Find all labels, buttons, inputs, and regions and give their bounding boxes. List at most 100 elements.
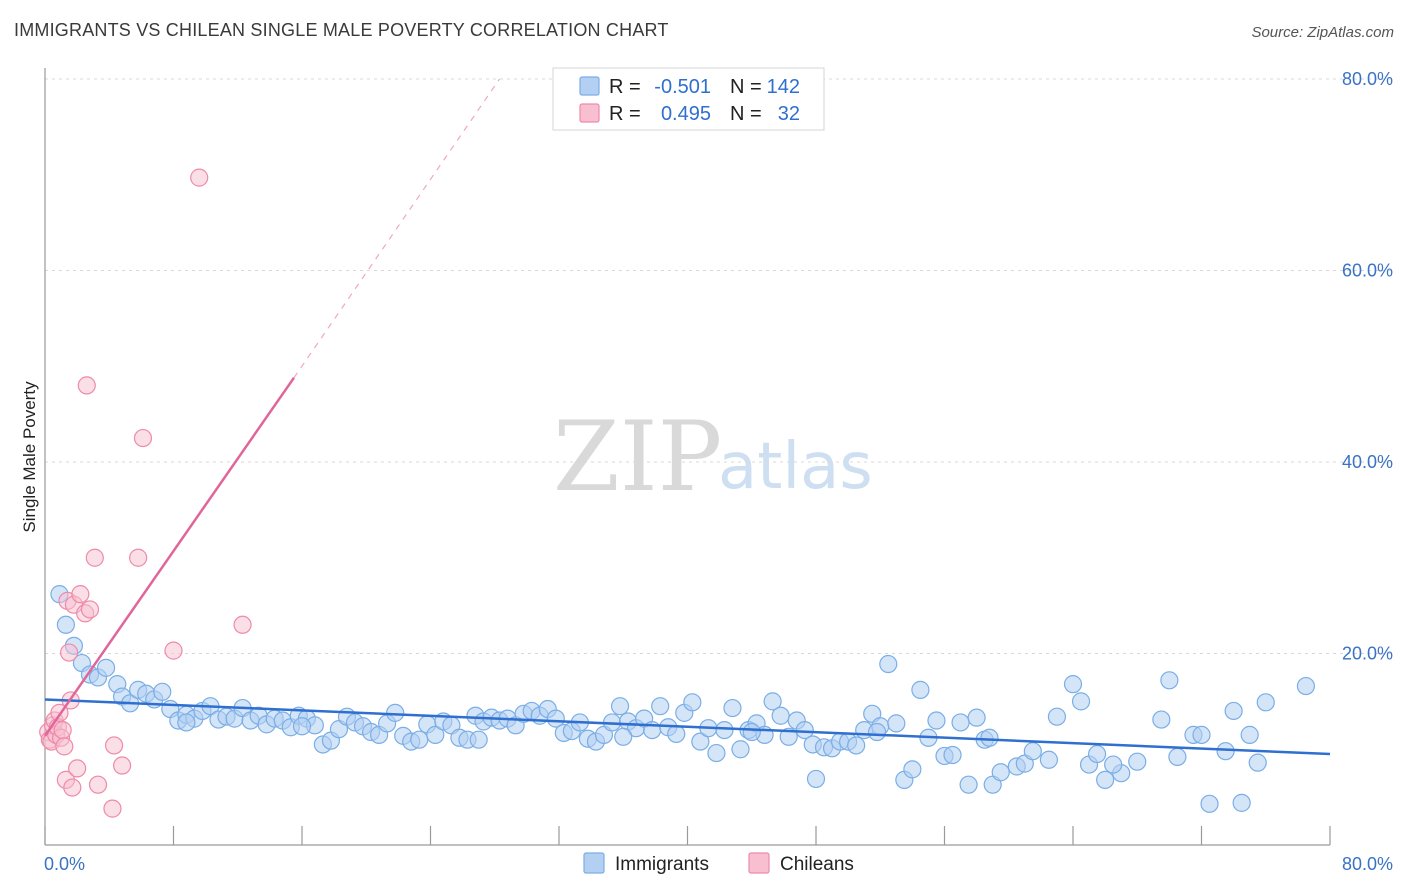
legend-swatch-chileans: [579, 103, 600, 123]
chileans-point: [80, 600, 100, 619]
immigrants-point: [779, 727, 798, 746]
immigrants-point: [723, 698, 742, 718]
chileans-point: [233, 615, 252, 634]
immigrants-point: [1232, 793, 1251, 812]
chileans-point: [53, 720, 72, 740]
immigrants-point: [1096, 770, 1115, 789]
chileans-trend-extension: [293, 78, 501, 379]
chileans-point: [104, 736, 124, 755]
chart-source: Source: ZipAtlas.com: [1251, 24, 1394, 41]
immigrants-point: [426, 725, 445, 744]
immigrants-point: [1256, 693, 1275, 712]
chileans-point: [68, 759, 87, 778]
immigrants-point: [943, 745, 962, 765]
immigrants-point: [153, 682, 172, 701]
chileans-point: [88, 775, 108, 794]
immigrants-point: [806, 769, 826, 789]
legend-n-value-2: 32: [778, 103, 800, 125]
immigrants-point: [967, 708, 986, 727]
immigrants-point: [1023, 742, 1042, 761]
chileans-point: [55, 737, 74, 756]
chileans-point: [129, 548, 148, 567]
immigrants-point: [177, 713, 196, 732]
immigrants-point: [911, 680, 930, 699]
immigrants-point: [56, 615, 75, 634]
immigrants-point: [667, 724, 686, 744]
y-tick-label: 40.0%: [1342, 452, 1393, 472]
legend-n-value-1: 142: [767, 76, 800, 98]
immigrants-point: [903, 760, 922, 779]
immigrants-point: [1296, 676, 1316, 696]
immigrants-point: [715, 720, 734, 740]
stats-legend: R = -0.501 N = 142 R = 0.495 N = 32: [552, 67, 825, 131]
immigrants-point: [1039, 750, 1059, 769]
immigrants-point: [1128, 752, 1147, 771]
immigrants-point: [610, 697, 630, 716]
y-axis-label: Single Male Poverty: [20, 381, 39, 533]
immigrants-point: [707, 743, 726, 763]
immigrants-point: [980, 728, 999, 747]
chileans-points: [39, 168, 252, 818]
immigrants-point: [951, 713, 970, 732]
immigrants-point: [763, 692, 782, 711]
chileans-trend-line: [43, 377, 295, 737]
y-tick-label: 80.0%: [1342, 69, 1393, 89]
immigrants-point: [651, 697, 670, 716]
x-tick-label-min: 0.0%: [44, 854, 85, 874]
immigrants-point: [1152, 710, 1171, 729]
bottom-legend-chileans: Chileans: [780, 854, 854, 875]
immigrants-point: [1168, 747, 1187, 767]
chileans-point: [164, 641, 183, 660]
immigrants-point: [691, 732, 710, 751]
watermark: ZIP atlas: [553, 401, 873, 513]
chileans-point: [103, 799, 122, 818]
immigrants-point: [1192, 725, 1211, 744]
immigrants-point: [1160, 671, 1179, 690]
legend-r-value-1: -0.501: [654, 76, 711, 98]
immigrants-point: [927, 711, 946, 730]
immigrants-point: [1240, 725, 1259, 744]
immigrants-point: [1071, 692, 1091, 711]
legend-r-label-2: R =: [609, 103, 641, 125]
gridlines: [45, 78, 1393, 654]
immigrants-point: [410, 730, 429, 749]
immigrants-point: [546, 709, 565, 728]
immigrants-trend-line: [44, 698, 1331, 756]
chileans-point: [133, 428, 153, 448]
bottom-legend-swatch-immigrants: [583, 852, 605, 874]
immigrants-point: [991, 763, 1010, 782]
legend-n-label-2: N =: [730, 103, 762, 125]
chart-title: IMMIGRANTS VS CHILEAN SINGLE MALE POVERT…: [14, 20, 669, 40]
trend-lines: [43, 78, 1331, 756]
immigrants-point: [683, 693, 702, 712]
y-tick-labels: 20.0% 40.0% 60.0% 80.0%: [1342, 69, 1393, 664]
bottom-legend-immigrants: Immigrants: [615, 854, 709, 875]
x-tick-label-max: 80.0%: [1342, 854, 1393, 874]
legend-r-value-2: 0.495: [661, 103, 711, 125]
immigrants-point: [96, 658, 116, 677]
immigrants-point: [292, 717, 312, 736]
legend-r-label-1: R =: [609, 76, 641, 98]
chileans-point: [63, 778, 82, 797]
chileans-point: [59, 643, 79, 662]
immigrants-point: [771, 706, 790, 725]
immigrants-point: [1224, 701, 1243, 721]
immigrants-point: [1063, 675, 1083, 694]
immigrants-point: [469, 730, 488, 749]
axes: [44, 68, 1331, 846]
immigrants-point: [1248, 753, 1267, 772]
immigrants-point: [879, 654, 898, 674]
immigrants-point: [959, 775, 978, 794]
immigrants-point: [731, 740, 750, 759]
immigrants-point: [887, 714, 906, 733]
y-tick-label: 20.0%: [1342, 644, 1393, 664]
immigrants-point: [1047, 707, 1067, 726]
series-legend: Immigrants Chileans: [583, 852, 854, 875]
watermark-zip: ZIP: [553, 401, 722, 513]
immigrants-point: [847, 736, 866, 755]
immigrants-point: [795, 720, 814, 740]
watermark-atlas: atlas: [718, 430, 873, 504]
immigrants-point: [1200, 794, 1219, 813]
chileans-point: [190, 168, 209, 187]
